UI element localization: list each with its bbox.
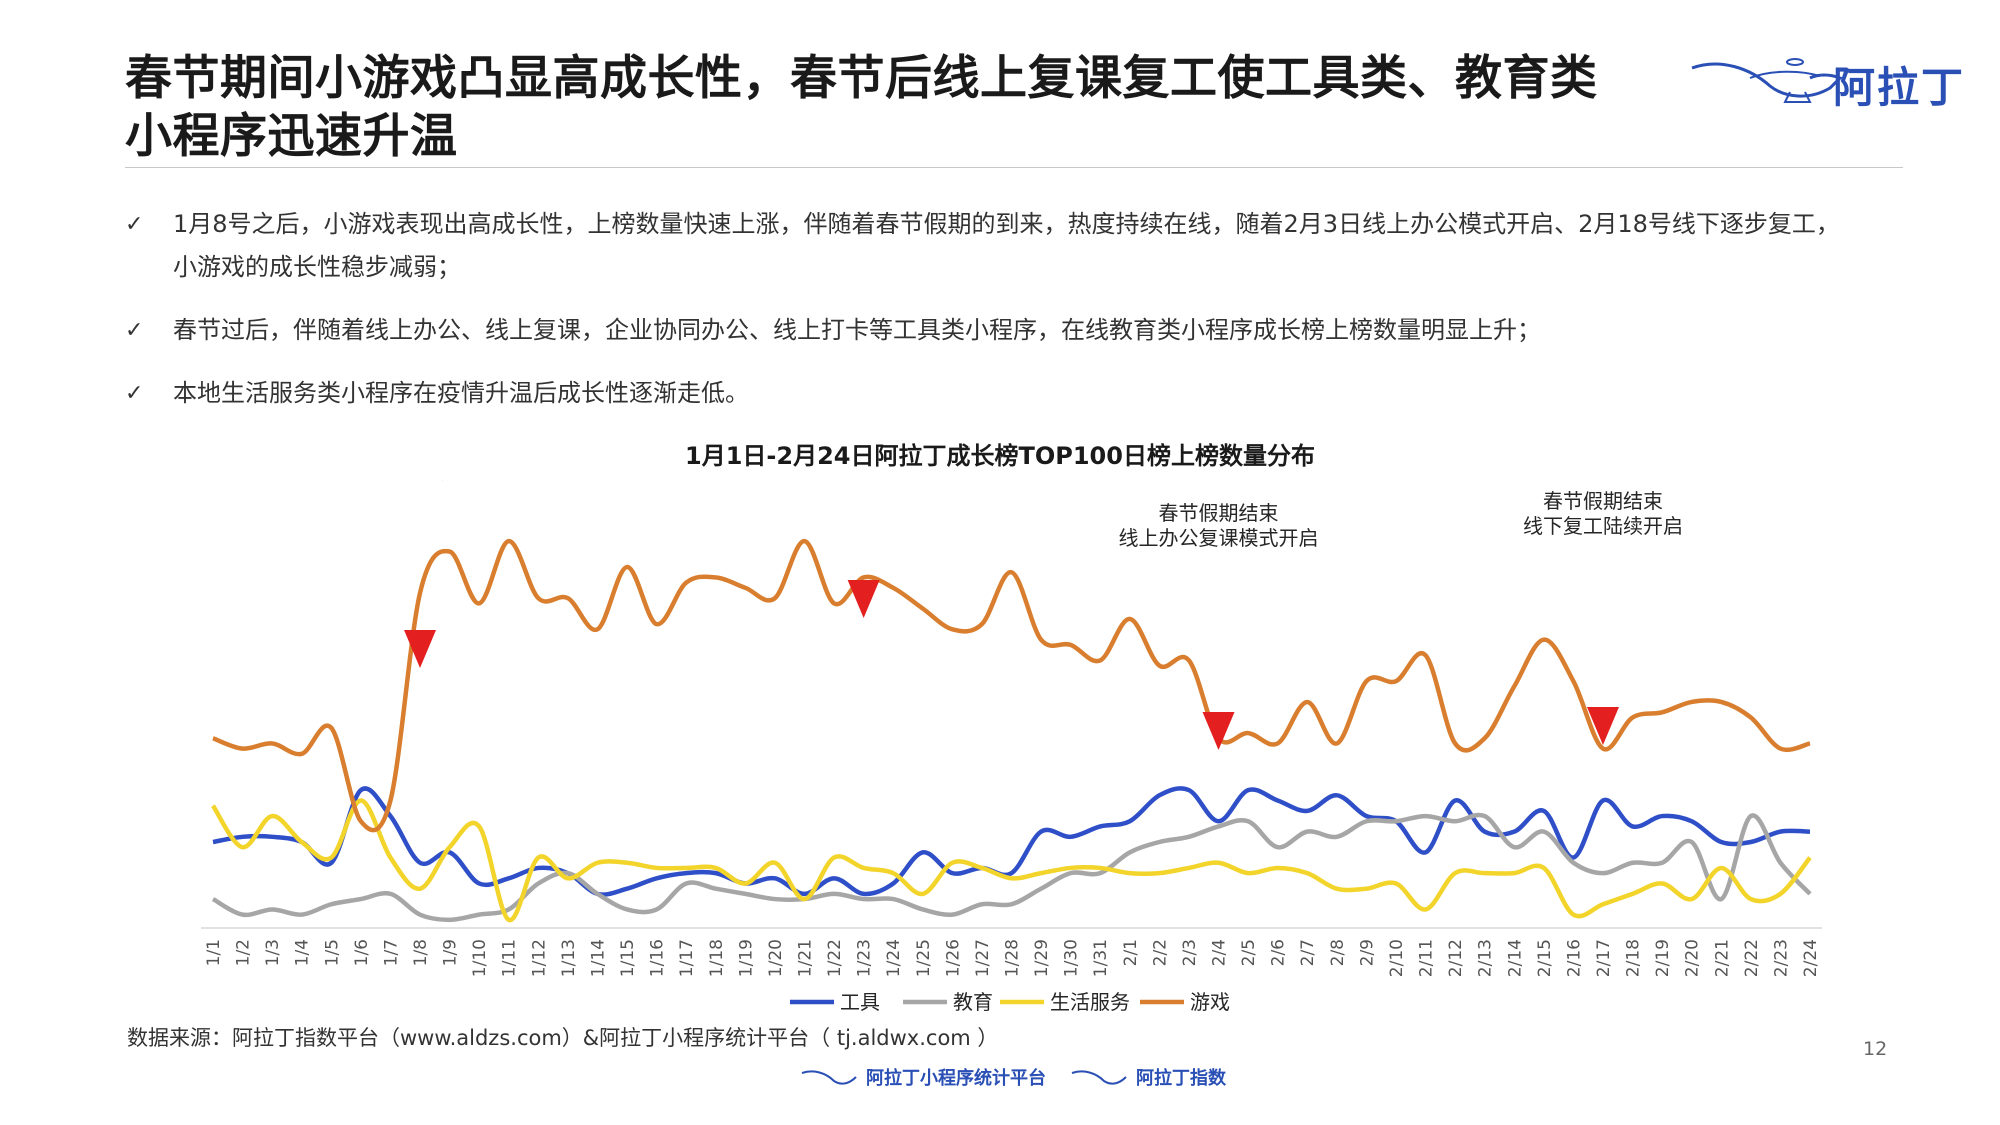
- x-tick-label: 2/18: [1624, 939, 1644, 977]
- page-number: 12: [1863, 1038, 1888, 1060]
- x-tick-label: 1/28: [1003, 939, 1023, 977]
- annotation-text: 春节假期结束: [1543, 489, 1663, 513]
- x-tick-label: 1/21: [795, 939, 815, 977]
- x-tick-label: 1/24: [884, 939, 904, 977]
- x-tick-label: 1/9: [441, 939, 461, 966]
- x-tick-label: 1/17: [677, 939, 697, 977]
- legend-label: 工具: [840, 990, 880, 1014]
- x-tick-label: 1/13: [559, 939, 579, 977]
- x-tick-label: 2/11: [1417, 939, 1437, 977]
- x-tick-label: 2/9: [1357, 939, 1377, 966]
- bullet-text-line: 小游戏的成长性稳步减弱；: [173, 253, 461, 281]
- x-tick-label: 2/21: [1712, 939, 1732, 977]
- bullet-text-line: 1月8号之后，小游戏表现出高成长性，上榜数量快速上涨，伴随着春节假期的到来，热度…: [173, 210, 1840, 238]
- annotation-marker-icon: [404, 630, 437, 668]
- x-tick-label: 1/19: [736, 939, 756, 977]
- page-title-line-1: 春节期间小游戏凸显高成长性，春节后线上复课复工使工具类、教育类: [125, 51, 1598, 106]
- x-tick-label: 1/15: [618, 939, 638, 977]
- lamp-icon: [1071, 1070, 1127, 1085]
- bullet-list: ✓ 1月8号之后，小游戏表现出高成长性，上榜数量快速上涨，伴随着春节假期的到来，…: [125, 203, 1905, 435]
- x-tick-label: 1/3: [263, 939, 283, 966]
- brand-name: 阿拉丁: [1833, 63, 1966, 112]
- x-tick-label: 1/31: [1091, 939, 1111, 977]
- annotation-text: 线上办公复课模式开启: [1119, 526, 1319, 550]
- x-tick-label: 2/4: [1210, 939, 1230, 966]
- bullet-item: ✓ 本地生活服务类小程序在疫情升温后成长性逐渐走低。: [125, 372, 1905, 415]
- x-tick-label: 2/14: [1505, 939, 1525, 977]
- legend-label: 游戏: [1190, 990, 1230, 1014]
- footer-logo-stats: 阿拉丁小程序统计平台: [800, 1060, 1046, 1094]
- chart-title: 1月1日-2月24日阿拉丁成长榜TOP100日榜上榜数量分布: [685, 442, 1315, 470]
- x-tick-label: 2/23: [1771, 939, 1791, 977]
- legend-label: 教育: [953, 990, 993, 1014]
- x-tick-label: 1/7: [381, 939, 401, 966]
- x-tick-label: 1/18: [707, 939, 727, 977]
- x-tick-label: 2/5: [1239, 939, 1259, 966]
- x-tick-label: 1/29: [1032, 939, 1052, 977]
- x-tick-label: 2/7: [1298, 939, 1318, 966]
- x-tick-label: 2/6: [1269, 939, 1289, 966]
- line-chart: 1/1 1/2 1/3 1/4 1/5 1/6 1/7 1/8 1/9 1/10 1/11 1/12 1…: [201, 480, 1822, 1014]
- page-title-line-2: 小程序迅速升温: [125, 109, 458, 164]
- x-tick-label: 2/1: [1121, 939, 1141, 966]
- x-tick-label: 1/25: [914, 939, 934, 977]
- x-tick-label: 1/30: [1062, 939, 1082, 977]
- x-tick-label: 1/1: [204, 939, 224, 966]
- x-tick-label: 1/20: [766, 939, 786, 977]
- annotation-text: 春节假期结束: [1159, 501, 1279, 525]
- x-tick-label: 2/20: [1683, 939, 1703, 977]
- lamp-icon: [801, 1070, 857, 1085]
- x-tick-label: 1/6: [352, 939, 372, 966]
- footer-logo-index: 阿拉丁指数: [1070, 1060, 1226, 1094]
- x-tick-label: 1/16: [648, 939, 668, 977]
- annotation-marker-icon: [1202, 712, 1235, 750]
- brand-lamp-logo: [1691, 58, 1843, 103]
- x-tick-label: 1/4: [293, 939, 313, 966]
- x-tick-label: 2/15: [1535, 939, 1555, 977]
- x-tick-label: 2/16: [1564, 939, 1584, 977]
- x-tick-label: 2/12: [1446, 939, 1466, 977]
- series-line-3: [211, 798, 1812, 923]
- x-tick-label: 2/2: [1150, 939, 1170, 966]
- bullet-item: ✓ 1月8号之后，小游戏表现出高成长性，上榜数量快速上涨，伴随着春节假期的到来，…: [125, 203, 1905, 289]
- x-tick-label: 1/8: [411, 939, 431, 966]
- bullet-text-line: 春节过后，伴随着线上办公、线上复课，企业协同办公、线上打卡等工具类小程序，在线教…: [173, 316, 1541, 344]
- x-tick-label: 2/13: [1476, 939, 1496, 977]
- data-source-note: 数据来源：阿拉丁指数平台（www.aldzs.com）&阿拉丁小程序统计平台（ …: [127, 1026, 999, 1050]
- series-line-1: [212, 786, 1811, 897]
- x-tick-label: 2/8: [1328, 939, 1348, 966]
- x-tick-label: 1/12: [529, 939, 549, 977]
- x-tick-label: 1/26: [943, 939, 963, 977]
- x-tick-label: 1/5: [322, 939, 342, 966]
- x-tick-label: 1/2: [234, 939, 254, 966]
- bullet-item: ✓ 春节过后，伴随着线上办公、线上复课，企业协同办公、线上打卡等工具类小程序，在…: [125, 309, 1905, 352]
- series-line-2: [211, 812, 1812, 923]
- annotation-marker-icon: [1586, 707, 1619, 745]
- check-icon: ✓: [125, 381, 144, 406]
- x-tick-label: 1/23: [855, 939, 875, 977]
- bullet-text-line: 本地生活服务类小程序在疫情升温后成长性逐渐走低。: [173, 379, 749, 407]
- legend-label: 生活服务: [1050, 990, 1130, 1014]
- x-tick-label: 1/10: [470, 939, 490, 977]
- check-icon: ✓: [125, 212, 144, 237]
- series-line-4: [212, 538, 1811, 833]
- x-tick-label: 2/17: [1594, 939, 1614, 977]
- x-tick-label: 2/22: [1742, 939, 1762, 977]
- x-tick-label: 2/10: [1387, 939, 1407, 977]
- annotation-text: 线下复工陆续开启: [1523, 514, 1683, 538]
- x-tick-label: 1/27: [973, 939, 993, 977]
- x-tick-label: 1/11: [500, 939, 520, 977]
- title-divider: [125, 167, 1903, 168]
- annotation-text: 状病毒: [390, 480, 450, 483]
- x-tick-label: 1/22: [825, 939, 845, 977]
- x-tick-label: 1/14: [588, 939, 608, 977]
- x-tick-label: 2/19: [1653, 939, 1673, 977]
- annotation-marker-icon: [847, 580, 880, 618]
- page-title: 春节期间小游戏凸显高成长性，春节后线上复课复工使工具类、教育类 小程序迅速升温: [125, 50, 1685, 166]
- x-tick-label: 2/3: [1180, 939, 1200, 966]
- footer-logo-stats-text: 阿拉丁小程序统计平台: [866, 1068, 1046, 1089]
- footer-logo-index-text: 阿拉丁指数: [1136, 1068, 1226, 1089]
- x-tick-label: 2/24: [1801, 939, 1821, 977]
- check-icon: ✓: [125, 318, 144, 343]
